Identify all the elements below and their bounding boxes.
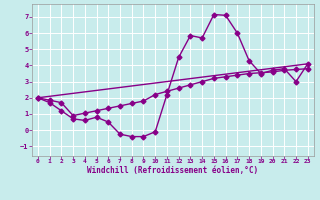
X-axis label: Windchill (Refroidissement éolien,°C): Windchill (Refroidissement éolien,°C) xyxy=(87,166,258,175)
